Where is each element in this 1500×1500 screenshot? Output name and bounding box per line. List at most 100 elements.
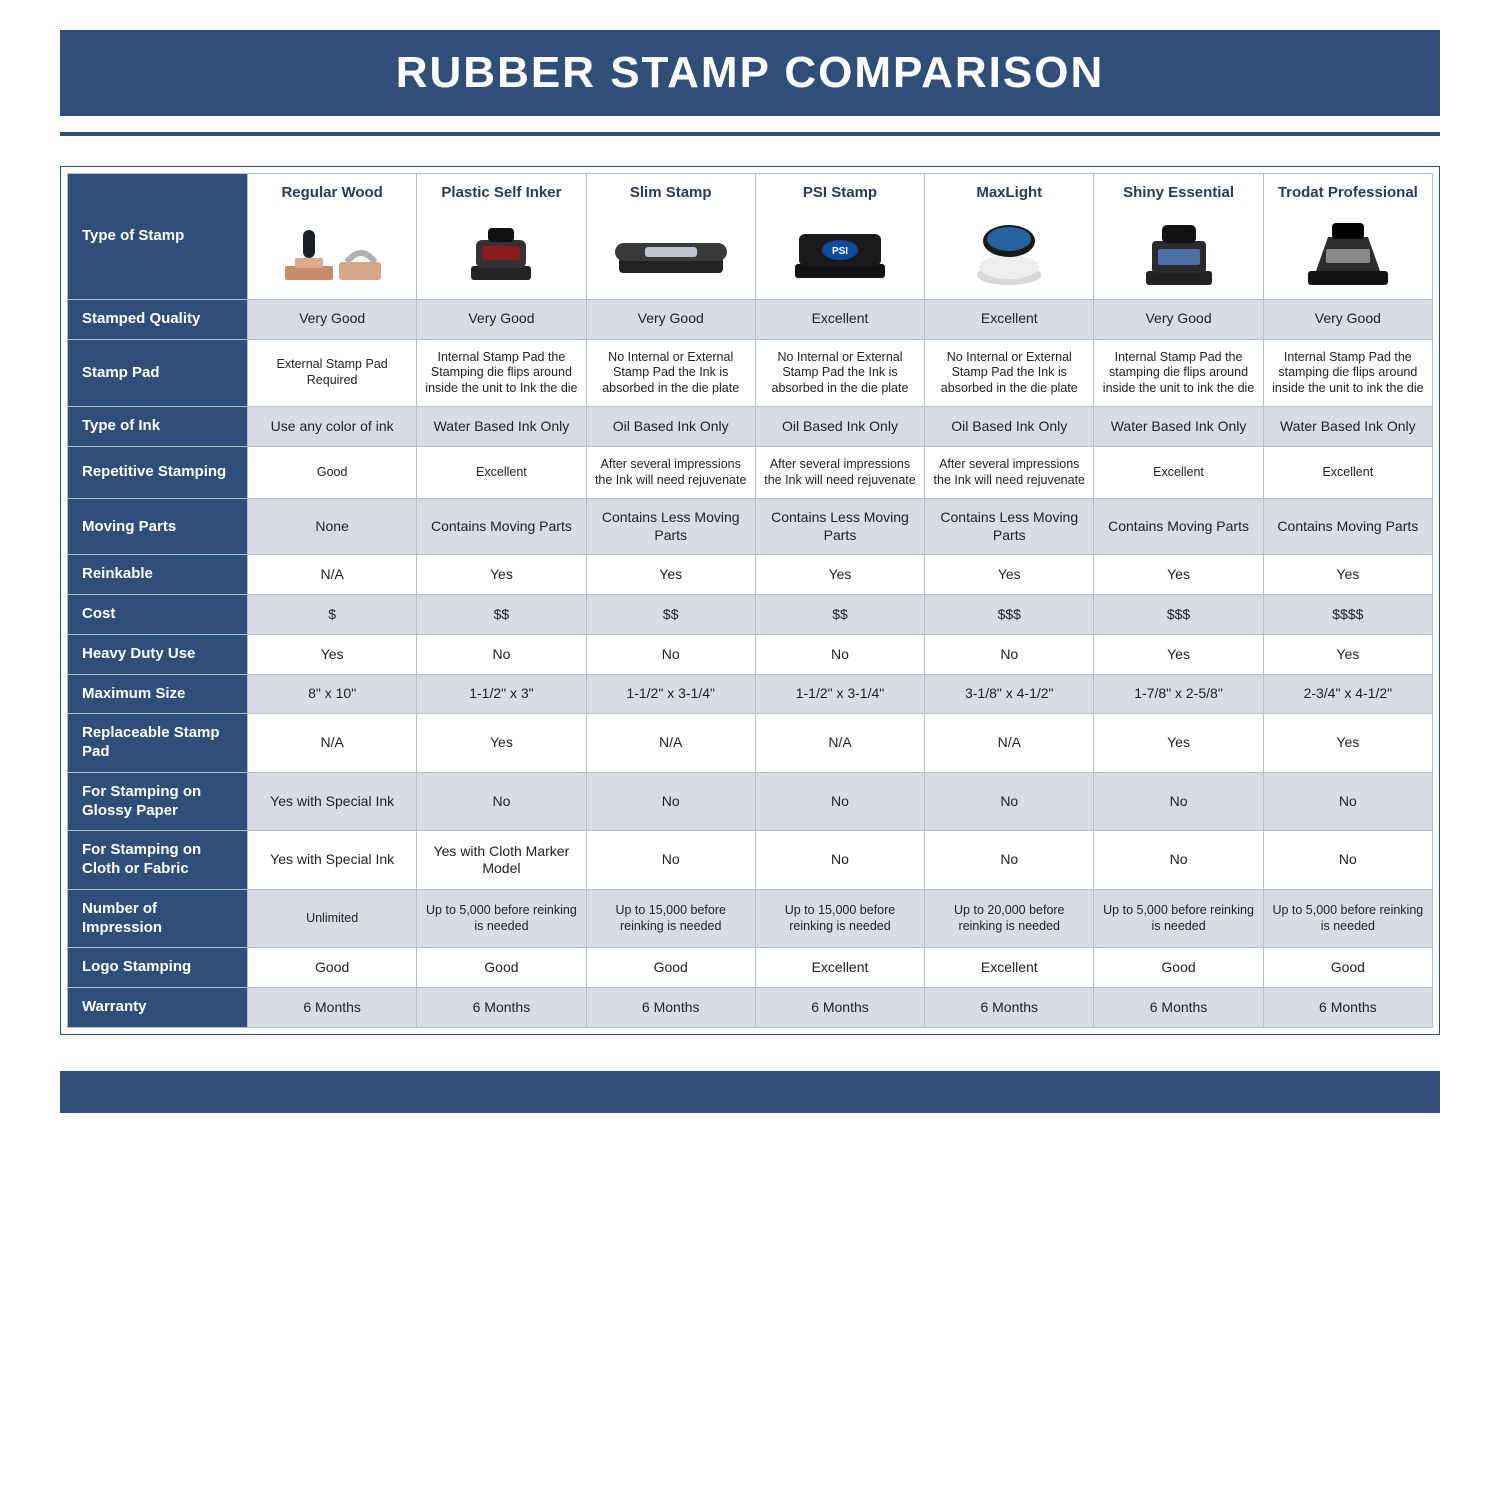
table-cell: Contains Less Moving Parts: [755, 499, 924, 555]
row-header-type-of-stamp: Type of Stamp: [68, 174, 248, 300]
table-cell: Yes: [586, 555, 755, 595]
row-header: Reinkable: [68, 555, 248, 595]
col-header-5: Shiny Essential: [1094, 174, 1263, 209]
table-cell: $$: [755, 595, 924, 635]
col-image-psi: PSI: [755, 209, 924, 300]
table-cell: N/A: [925, 714, 1094, 773]
header-row: Type of Stamp Regular Wood Plastic Self …: [68, 174, 1433, 209]
table-cell: 8" x 10": [248, 674, 417, 714]
table-cell: Yes with Cloth Marker Model: [417, 831, 586, 890]
table-row: Warranty6 Months6 Months6 Months6 Months…: [68, 988, 1433, 1028]
table-body: Stamped QualityVery GoodVery GoodVery Go…: [68, 299, 1433, 1027]
page-title: RUBBER STAMP COMPARISON: [60, 30, 1440, 116]
table-cell: Up to 15,000 before reinking is needed: [586, 889, 755, 948]
table-cell: Yes: [248, 634, 417, 674]
table-cell: Oil Based Ink Only: [755, 407, 924, 447]
table-row: Logo StampingGoodGoodGoodExcellentExcell…: [68, 948, 1433, 988]
table-cell: Excellent: [1094, 447, 1263, 499]
table-cell: Contains Moving Parts: [1263, 499, 1432, 555]
row-header: Repetitive Stamping: [68, 447, 248, 499]
table-cell: Contains Less Moving Parts: [586, 499, 755, 555]
table-cell: No: [586, 772, 755, 831]
table-cell: No Internal or External Stamp Pad the In…: [755, 339, 924, 407]
col-header-3: PSI Stamp: [755, 174, 924, 209]
table-cell: Internal Stamp Pad the Stamping die flip…: [417, 339, 586, 407]
table-cell: $$$: [1094, 595, 1263, 635]
table-cell: Water Based Ink Only: [417, 407, 586, 447]
table-row: Number of ImpressionUnlimitedUp to 5,000…: [68, 889, 1433, 948]
table-cell: 6 Months: [586, 988, 755, 1028]
table-cell: None: [248, 499, 417, 555]
wood-stamp-icon: [277, 222, 387, 286]
row-header: Maximum Size: [68, 674, 248, 714]
self-inker-stamp-icon: [456, 222, 546, 286]
row-header: Warranty: [68, 988, 248, 1028]
table-cell: Yes: [1094, 714, 1263, 773]
table-cell: Yes: [925, 555, 1094, 595]
table-row: Replaceable Stamp PadN/AYesN/AN/AN/AYesY…: [68, 714, 1433, 773]
table-cell: 6 Months: [1094, 988, 1263, 1028]
col-image-maxlight: [925, 209, 1094, 300]
table-cell: 6 Months: [248, 988, 417, 1028]
col-header-2: Slim Stamp: [586, 174, 755, 209]
table-cell: Up to 5,000 before reinking is needed: [1094, 889, 1263, 948]
table-cell: Internal Stamp Pad the stamping die flip…: [1094, 339, 1263, 407]
table-cell: Yes with Special Ink: [248, 772, 417, 831]
table-cell: No: [1263, 772, 1432, 831]
table-cell: Contains Moving Parts: [1094, 499, 1263, 555]
row-header: Cost: [68, 595, 248, 635]
table-cell: Excellent: [417, 447, 586, 499]
table-row: Maximum Size8" x 10"1-1/2" x 3"1-1/2" x …: [68, 674, 1433, 714]
row-header: Heavy Duty Use: [68, 634, 248, 674]
row-header: Number of Impression: [68, 889, 248, 948]
table-cell: 1-7/8" x 2-5/8": [1094, 674, 1263, 714]
table-cell: 3-1/8" x 4-1/2": [925, 674, 1094, 714]
table-cell: Yes: [1263, 634, 1432, 674]
table-cell: Internal Stamp Pad the stamping die flip…: [1263, 339, 1432, 407]
table-row: ReinkableN/AYesYesYesYesYesYes: [68, 555, 1433, 595]
table-cell: $: [248, 595, 417, 635]
table-cell: External Stamp Pad Required: [248, 339, 417, 407]
table-cell: Good: [248, 948, 417, 988]
table-cell: 6 Months: [1263, 988, 1432, 1028]
footer-bar: [60, 1071, 1440, 1113]
table-cell: Good: [1094, 948, 1263, 988]
table-row: For Stamping on Cloth or Fabric Yes with …: [68, 831, 1433, 890]
col-image-trodat: [1263, 209, 1432, 300]
table-cell: No Internal or External Stamp Pad the In…: [925, 339, 1094, 407]
table-cell: No: [925, 634, 1094, 674]
table-cell: Excellent: [925, 948, 1094, 988]
table-row: For Stamping on Glossy PaperYes with Spe…: [68, 772, 1433, 831]
row-header: Stamped Quality: [68, 299, 248, 339]
table-cell: 1-1/2" x 3-1/4": [755, 674, 924, 714]
table-cell: No: [755, 634, 924, 674]
table-cell: No: [925, 831, 1094, 890]
table-cell: N/A: [586, 714, 755, 773]
col-header-1: Plastic Self Inker: [417, 174, 586, 209]
slim-stamp-icon: [611, 229, 731, 279]
col-header-6: Trodat Professional: [1263, 174, 1432, 209]
col-image-wood: [248, 209, 417, 300]
row-header: For Stamping on Cloth or Fabric: [68, 831, 248, 890]
table-cell: Yes: [417, 555, 586, 595]
trodat-professional-stamp-icon: [1298, 219, 1398, 289]
table-cell: After several impressions the Ink will n…: [755, 447, 924, 499]
table-cell: Good: [586, 948, 755, 988]
table-cell: Excellent: [755, 299, 924, 339]
table-cell: Yes: [1094, 555, 1263, 595]
table-cell: Yes: [1263, 555, 1432, 595]
table-cell: Water Based Ink Only: [1094, 407, 1263, 447]
table-cell: Unlimited: [248, 889, 417, 948]
table-cell: Oil Based Ink Only: [586, 407, 755, 447]
table-cell: No: [586, 831, 755, 890]
table-cell: 6 Months: [925, 988, 1094, 1028]
table-cell: Good: [248, 447, 417, 499]
maxlight-stamp-icon: [969, 219, 1049, 289]
table-cell: No: [755, 831, 924, 890]
table-cell: Contains Moving Parts: [417, 499, 586, 555]
table-cell: Excellent: [925, 299, 1094, 339]
table-cell: After several impressions the Ink will n…: [586, 447, 755, 499]
table-cell: No: [1094, 831, 1263, 890]
table-cell: $$$: [925, 595, 1094, 635]
table-cell: Up to 5,000 before reinking is needed: [417, 889, 586, 948]
